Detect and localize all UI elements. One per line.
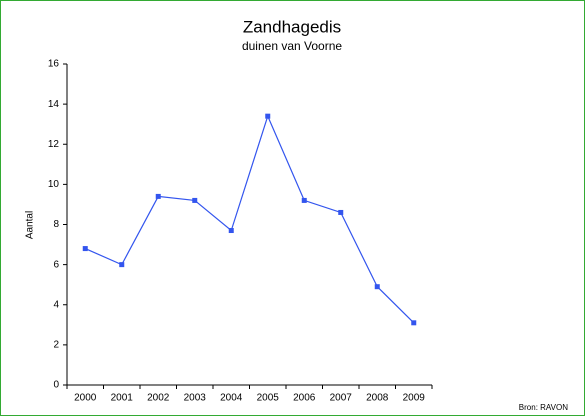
- y-tick-label: 16: [48, 59, 60, 70]
- chart-subtitle: duinen van Voorne: [242, 39, 342, 53]
- y-tick-label: 6: [53, 259, 59, 270]
- data-line: [85, 114, 415, 324]
- y-tick-label: 4: [53, 299, 59, 310]
- source-note: Bron: RAVON: [519, 403, 568, 412]
- data-point: [82, 246, 88, 252]
- x-tick-label: 2003: [184, 393, 207, 404]
- y-axis-label: Aantal: [25, 211, 36, 239]
- data-point: [119, 262, 125, 268]
- x-tick-label: 2009: [403, 393, 426, 404]
- chart-title: Zandhagedis: [243, 17, 341, 36]
- y-tick-label: 12: [48, 139, 60, 150]
- data-point: [192, 197, 198, 203]
- data-point: [338, 209, 344, 215]
- x-tick-label: 2000: [74, 393, 97, 404]
- x-tick-label: 2002: [147, 393, 170, 404]
- y-tick-label: 10: [48, 179, 60, 190]
- data-point: [301, 197, 307, 203]
- y-tick-label: 2: [53, 340, 59, 351]
- x-tick-label: 2008: [366, 393, 389, 404]
- x-tick-label: 2005: [257, 393, 280, 404]
- data-point: [374, 284, 380, 290]
- data-point: [265, 113, 271, 119]
- y-tick-label: 14: [48, 99, 60, 110]
- data-point: [228, 228, 234, 234]
- y-tick-label: 8: [53, 219, 59, 230]
- x-tick-label: 2007: [330, 393, 353, 404]
- data-point: [411, 320, 417, 326]
- y-tick-label: 0: [53, 380, 59, 391]
- x-tick-label: 2006: [293, 393, 316, 404]
- x-tick-label: 2004: [220, 393, 243, 404]
- x-tick-label: 2001: [111, 393, 134, 404]
- data-point: [155, 193, 161, 199]
